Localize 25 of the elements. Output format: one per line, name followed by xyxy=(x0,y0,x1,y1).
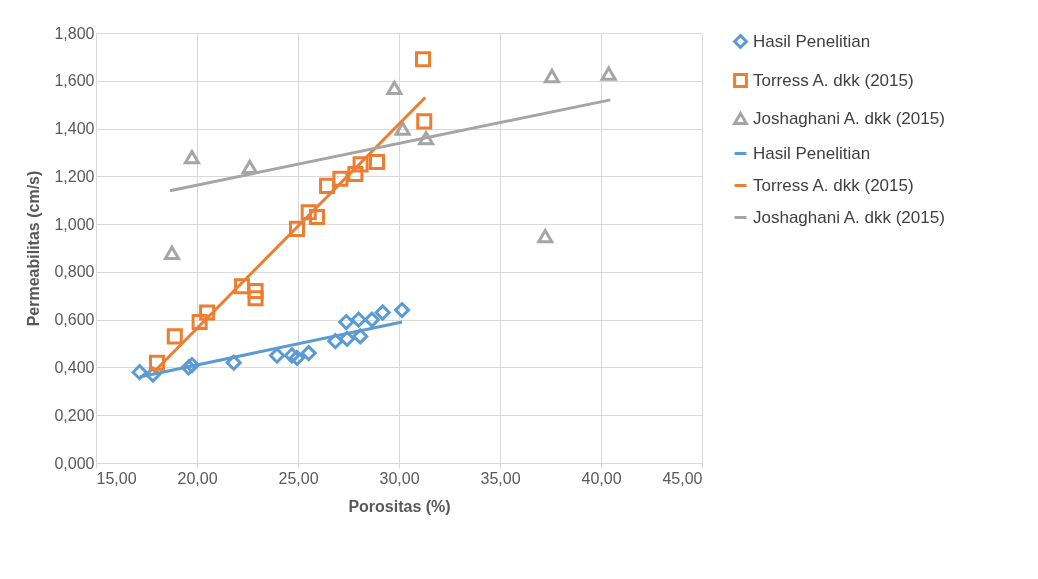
x-axis-title: Porositas (%) xyxy=(348,497,451,515)
x-tick-label: 45,00 xyxy=(662,469,703,487)
legend-label: Hasil Penelitian xyxy=(753,31,871,51)
x-tick-label: 20,00 xyxy=(177,469,218,487)
y-tick-label: 1,000 xyxy=(54,215,95,233)
y-tick-label: 1,400 xyxy=(54,120,95,138)
y-tick-label: 1,200 xyxy=(54,167,95,185)
x-tick-label: 15,00 xyxy=(96,469,137,487)
y-tick-label: 0,000 xyxy=(54,454,95,472)
y-tick-label: 0,800 xyxy=(54,263,95,281)
x-tick-label: 40,00 xyxy=(581,469,622,487)
y-tick-label: 1,800 xyxy=(54,24,95,42)
y-tick-label: 0,400 xyxy=(54,358,95,376)
y-tick-label: 0,600 xyxy=(54,311,95,329)
legend-label: Joshaghani A. dkk (2015) xyxy=(753,207,945,227)
x-tick-label: 30,00 xyxy=(379,469,420,487)
x-tick-label: 25,00 xyxy=(278,469,319,487)
legend-label: Torress A. dkk (2015) xyxy=(753,70,914,90)
legend-label: Joshaghani A. dkk (2015) xyxy=(753,108,945,128)
y-tick-label: 1,600 xyxy=(54,72,95,90)
x-tick-label: 35,00 xyxy=(480,469,521,487)
y-tick-label: 0,200 xyxy=(54,406,95,424)
y-axis-title: Permeabilitas (cm/s) xyxy=(25,170,43,327)
legend-label: Hasil Penelitian xyxy=(753,143,871,163)
legend-label: Torress A. dkk (2015) xyxy=(753,175,914,195)
